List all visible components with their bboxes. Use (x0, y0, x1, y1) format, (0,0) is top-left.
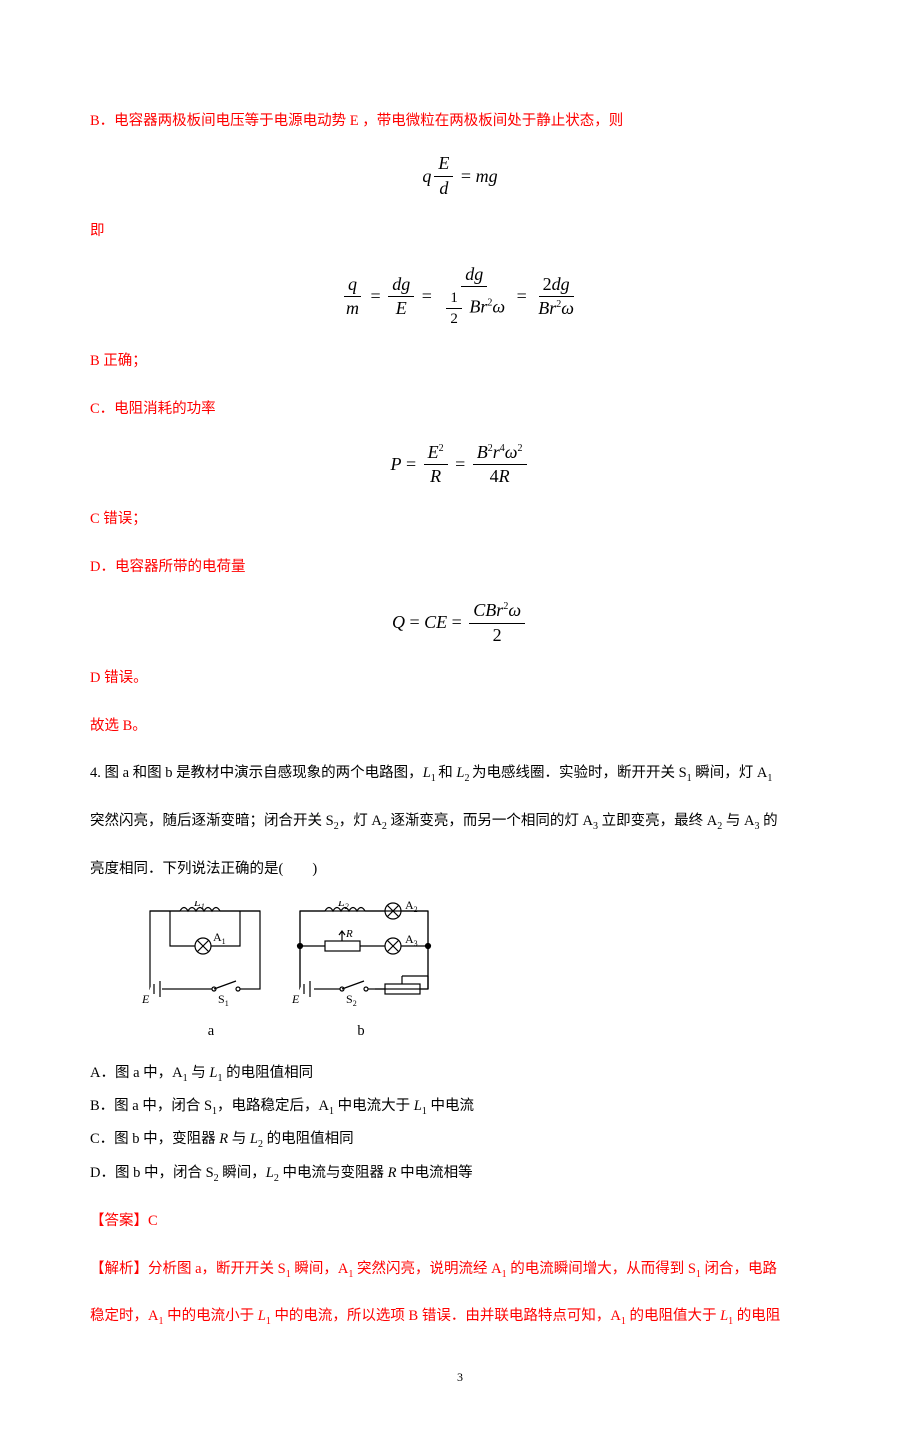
option-d-intro: D．电容器所带的电荷量 (90, 551, 830, 584)
answer-label: 【答案】C (90, 1205, 830, 1238)
q4-stem-line1: 4. 图 a 和图 b 是教材中演示自感现象的两个电路图，L1 和 L2 为电感… (90, 757, 830, 790)
ji-text: 即 (90, 215, 830, 248)
option-c: C．图 b 中，变阻器 R 与 L2 的电阻值相同 (90, 1123, 830, 1156)
option-b-conclusion: B 正确； (90, 345, 830, 378)
svg-text:S1: S1 (218, 992, 229, 1006)
explanation-line1: 【解析】分析图 a，断开开关 S1 瞬间，A1 突然闪亮，说明流经 A1 的电流… (90, 1253, 830, 1286)
option-a: A．图 a 中，A1 与 L1 的电阻值相同 (90, 1057, 830, 1090)
formula-c: P = E2R = B2r4ω24R (90, 441, 830, 489)
option-c-conclusion: C 错误； (90, 503, 830, 536)
circuit-diagram: L1 A1 E S1 L2 A2 (140, 901, 830, 1010)
svg-text:E: E (141, 992, 150, 1006)
svg-text:S2: S2 (346, 992, 357, 1006)
option-d: D．图 b 中，闭合 S2 瞬间，L2 中电流与变阻器 R 中电流相等 (90, 1157, 830, 1190)
circuit-labels: a b (140, 1015, 830, 1048)
page-number: 3 (90, 1364, 830, 1392)
q4-stem-line2: 突然闪亮，随后逐渐变暗；闭合开关 S2，灯 A2 逐渐变亮，而另一个相同的灯 A… (90, 805, 830, 838)
option-c-intro: C．电阻消耗的功率 (90, 393, 830, 426)
svg-text:A2: A2 (405, 901, 418, 914)
svg-text:E: E (291, 992, 300, 1006)
formula-b2: qm = dgE = dg 12 Br2ω = 2dgBr2ω (90, 263, 830, 331)
final-choice: 故选 B。 (90, 710, 830, 743)
option-b-intro: B．电容器两极板间电压等于电源电动势 E ，带电微粒在两极板间处于静止状态，则 (90, 105, 830, 138)
q4-stem-line3: 亮度相同．下列说法正确的是( ) (90, 853, 830, 886)
svg-text:L2: L2 (337, 901, 349, 911)
svg-text:A3: A3 (405, 932, 418, 948)
formula-b1: q Ed = mg (90, 152, 830, 200)
explanation-line2: 稳定时，A1 中的电流小于 L1 中的电流，所以选项 B 错误．由并联电路特点可… (90, 1300, 830, 1333)
svg-text:R: R (345, 928, 353, 940)
formula-d: Q = CE = CBr2ω2 (90, 599, 830, 647)
option-b: B．图 a 中，闭合 S1，电路稳定后，A1 中电流大于 L1 中电流 (90, 1090, 830, 1123)
option-d-conclusion: D 错误。 (90, 662, 830, 695)
svg-text:A1: A1 (213, 930, 226, 946)
